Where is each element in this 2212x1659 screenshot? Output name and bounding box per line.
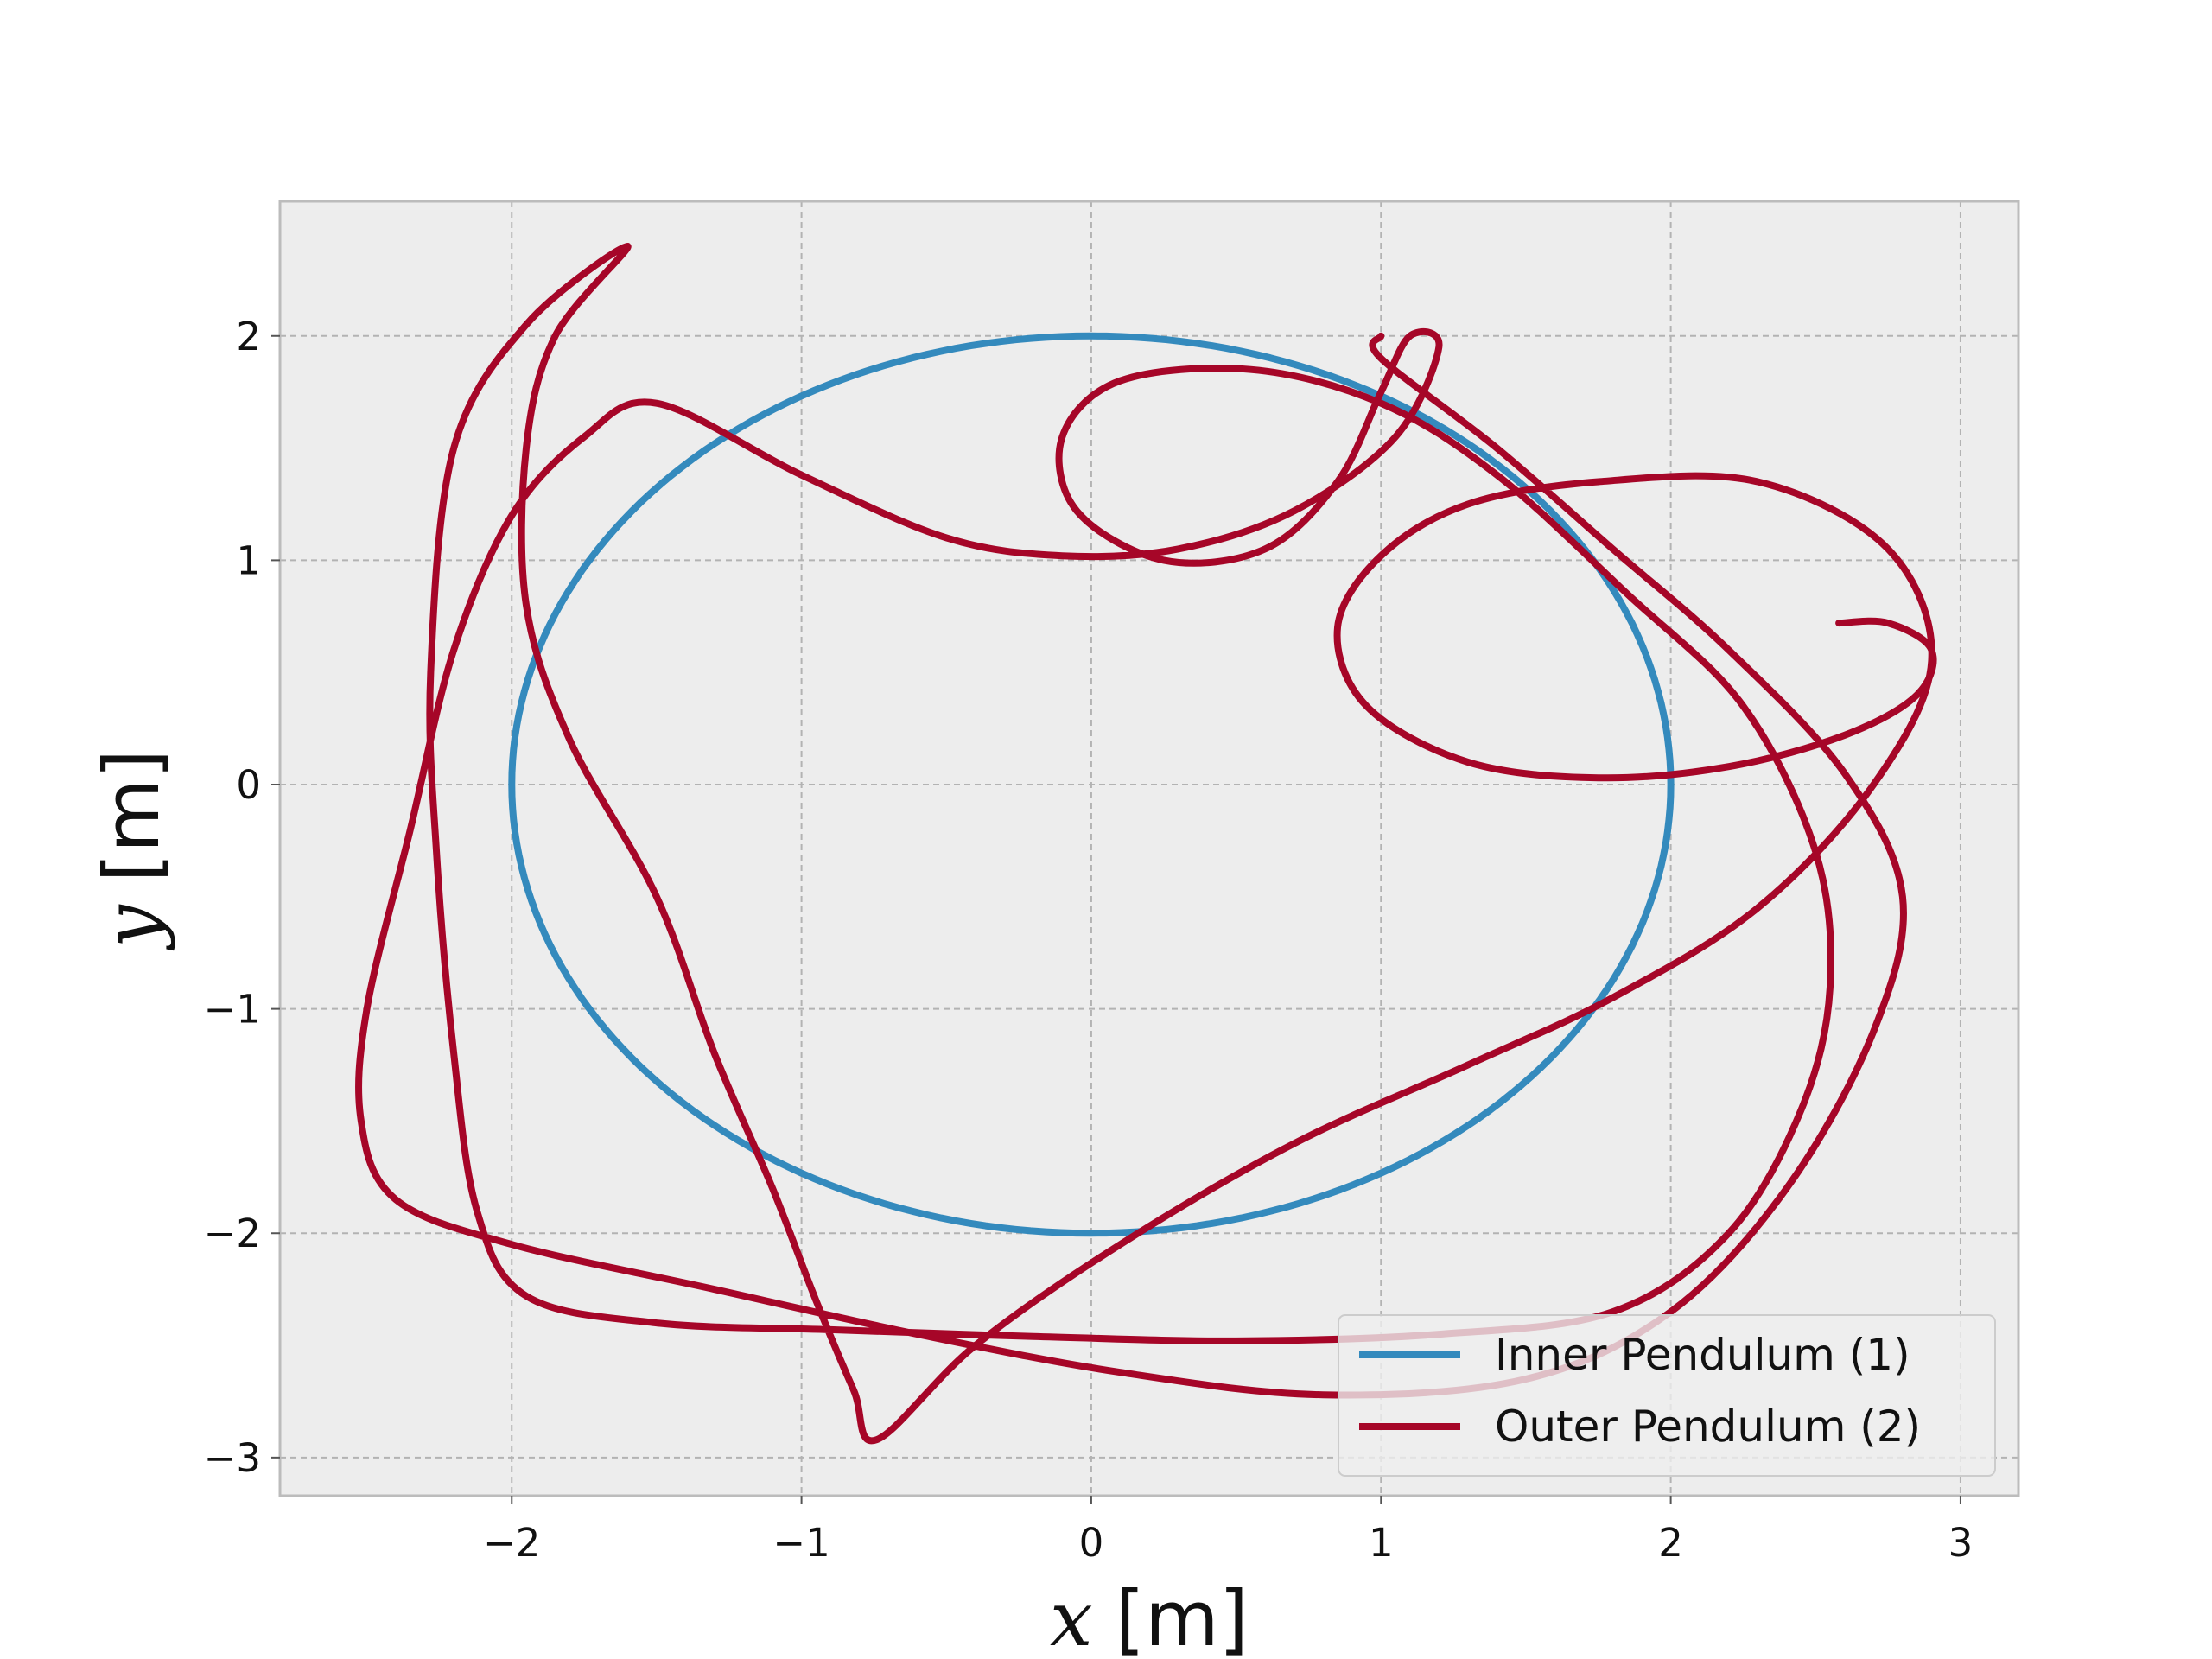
x-tick-label: 3 xyxy=(1948,1520,1974,1566)
legend-label-outer: Outer Pendulum (2) xyxy=(1495,1402,1921,1452)
series-outer-pendulum xyxy=(355,242,1937,1445)
x-axis-label-unit: [m] xyxy=(1116,1574,1249,1659)
x-tick-label: 2 xyxy=(1658,1520,1683,1566)
x-tick-label: −1 xyxy=(772,1520,830,1566)
y-tick-label: 1 xyxy=(236,537,261,583)
y-axis-label-variable: y xyxy=(87,904,176,951)
x-axis-label-variable: x xyxy=(1050,1574,1093,1659)
x-axis-label: x [m] xyxy=(1050,1574,1249,1659)
y-axis-label: y [m] xyxy=(87,749,176,951)
legend-label-inner: Inner Pendulum (1) xyxy=(1495,1330,1910,1380)
y-tick-label: 2 xyxy=(236,314,261,359)
x-tick-label: 1 xyxy=(1369,1520,1394,1566)
y-tick-label: 0 xyxy=(236,762,261,808)
legend: Inner Pendulum (1) Outer Pendulum (2) xyxy=(1338,1314,1996,1477)
y-axis-label-unit: [m] xyxy=(87,749,176,882)
x-tick-label: −2 xyxy=(483,1520,540,1566)
ticks: −2 −1 0 1 2 3 −3 −2 −1 0 1 2 xyxy=(204,314,1974,1566)
plot-area xyxy=(280,201,2018,1496)
y-tick-label: −1 xyxy=(204,987,261,1033)
legend-box xyxy=(1338,1314,1996,1477)
x-tick-label: 0 xyxy=(1079,1520,1104,1566)
data-layer xyxy=(355,242,1937,1445)
y-tick-label: −3 xyxy=(204,1435,261,1481)
y-tick-label: −2 xyxy=(204,1211,261,1256)
plot-frame xyxy=(278,200,2020,1497)
